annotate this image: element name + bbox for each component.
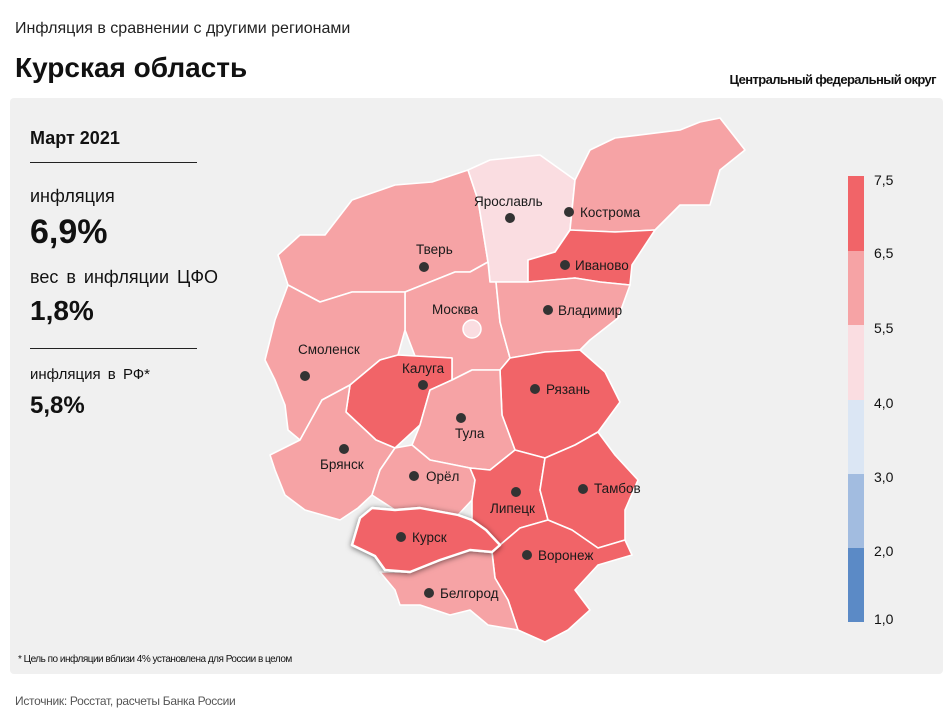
region-label: Ярославль (474, 194, 543, 209)
region-Брянск (269, 384, 396, 521)
city-dot (300, 371, 310, 381)
city-dot (424, 588, 434, 598)
region-label: Владимир (558, 303, 622, 318)
region-label: Орёл (426, 469, 459, 484)
city-dot (419, 262, 429, 272)
legend-tick: 2,0 (874, 543, 894, 559)
weight-label: вес в инфляции ЦФО (30, 267, 219, 287)
period-label: Март 2021 (30, 128, 120, 148)
city-dot (522, 550, 532, 560)
legend-tick: 4,0 (874, 395, 894, 411)
inflation-label: инфляция (30, 186, 115, 206)
region-label: Кострома (580, 205, 641, 220)
legend-swatch (848, 400, 864, 474)
district-label: Центральный федеральный округ (729, 72, 937, 87)
legend-swatch (848, 251, 864, 325)
city-dot (456, 413, 466, 423)
legend-tick: 6,5 (874, 245, 894, 261)
divider (30, 162, 197, 163)
divider (30, 348, 197, 349)
weight-value: 1,8% (30, 295, 94, 326)
region-label: Курск (412, 530, 447, 545)
color-legend (848, 176, 864, 622)
legend-tick: 7,5 (874, 172, 894, 188)
page-title: Курская область (15, 52, 248, 83)
city-dot (418, 380, 428, 390)
region-Тамбов (539, 431, 639, 549)
footnote: * Цель по инфляции вблизи 4% установлена… (18, 654, 292, 665)
region-label: Москва (432, 302, 479, 317)
rf-inflation-value: 5,8% (30, 392, 85, 419)
region-label: Липецк (490, 501, 535, 516)
region-Владимир (495, 277, 631, 359)
rf-inflation-label: инфляция в РФ* (30, 366, 151, 383)
region-label: Тверь (416, 242, 453, 257)
city-dot (511, 487, 521, 497)
legend-swatch (848, 548, 864, 622)
city-dot (505, 213, 515, 223)
legend-swatch (848, 474, 864, 548)
region-label: Иваново (575, 258, 629, 273)
region-label: Воронеж (538, 548, 593, 563)
city-dot (409, 471, 419, 481)
city-dot (396, 532, 406, 542)
page-subtitle: Инфляция в сравнении с другими регионами (15, 20, 351, 37)
region-label: Тула (455, 426, 485, 441)
legend-tick: 1,0 (874, 611, 894, 627)
region-label: Рязань (546, 382, 590, 397)
legend-swatch (848, 325, 864, 400)
legend-tick: 5,5 (874, 320, 894, 336)
inflation-value: 6,9% (30, 213, 108, 251)
city-dot (530, 384, 540, 394)
moscow-city-marker (462, 319, 482, 339)
region-Курск (350, 506, 502, 574)
region-Орёл (371, 444, 476, 516)
region-label: Тамбов (594, 481, 641, 496)
city-dot (564, 207, 574, 217)
city-dot (339, 444, 349, 454)
region-label: Брянск (320, 457, 364, 472)
city-dot (560, 260, 570, 270)
region-label: Смоленск (298, 342, 360, 357)
legend-tick: 3,0 (874, 469, 894, 485)
city-dot (543, 305, 553, 315)
legend-swatch (848, 176, 864, 251)
city-dot (578, 484, 588, 494)
region-label: Белгород (440, 586, 499, 601)
region-label: Калуга (402, 361, 445, 376)
source-note: Источник: Росстат, расчеты Банка России (15, 694, 236, 708)
